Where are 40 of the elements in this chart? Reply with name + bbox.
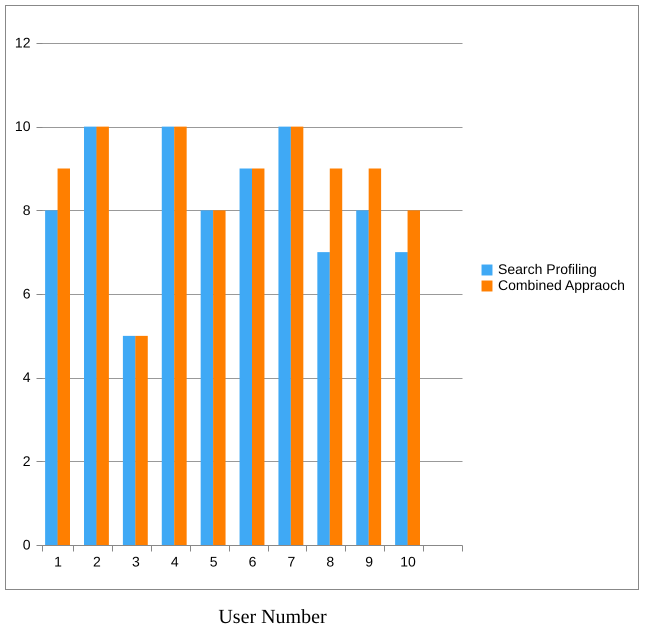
legend-label: Combined Appraoch: [498, 277, 625, 293]
y-tick-label: 4: [22, 369, 31, 386]
bar: [368, 168, 382, 545]
y-tick-label: 8: [22, 202, 31, 218]
bar: [135, 336, 148, 545]
bar: [317, 252, 330, 545]
bar: [290, 126, 304, 545]
y-tick-label: 0: [22, 536, 31, 552]
bar: [213, 210, 226, 545]
bar: [45, 210, 58, 545]
x-tick-label: 6: [248, 554, 257, 570]
x-tick-label: 4: [170, 554, 179, 570]
bar: [240, 168, 252, 545]
bar: [84, 126, 96, 545]
x-tick-label: 5: [210, 554, 218, 570]
bar: [278, 126, 291, 545]
bar: [408, 210, 420, 545]
x-tick-label: 8: [326, 554, 334, 570]
y-tick-label: 12: [14, 34, 31, 50]
bar: [395, 252, 408, 545]
bar: [162, 126, 174, 545]
bar: [330, 168, 342, 545]
bar: [122, 336, 136, 545]
y-tick-label: 10: [14, 118, 31, 134]
x-tick-label: 10: [400, 554, 416, 570]
bar: [356, 210, 369, 545]
x-tick-label: 7: [287, 554, 296, 570]
x-tick-label: 3: [132, 554, 140, 570]
legend-label: Search Profiling: [498, 261, 597, 277]
x-tick-label: 1: [54, 554, 62, 570]
x-tick-label: 2: [93, 554, 102, 570]
bar: [174, 126, 187, 545]
bar: [58, 168, 70, 545]
x-tick-label: 9: [365, 554, 374, 570]
bar: [200, 210, 214, 545]
bar: [252, 168, 264, 545]
x-axis-title: User Number: [217, 606, 328, 629]
y-tick-label: 2: [22, 452, 31, 469]
bar: [96, 126, 109, 545]
y-tick-label: 6: [22, 286, 31, 302]
